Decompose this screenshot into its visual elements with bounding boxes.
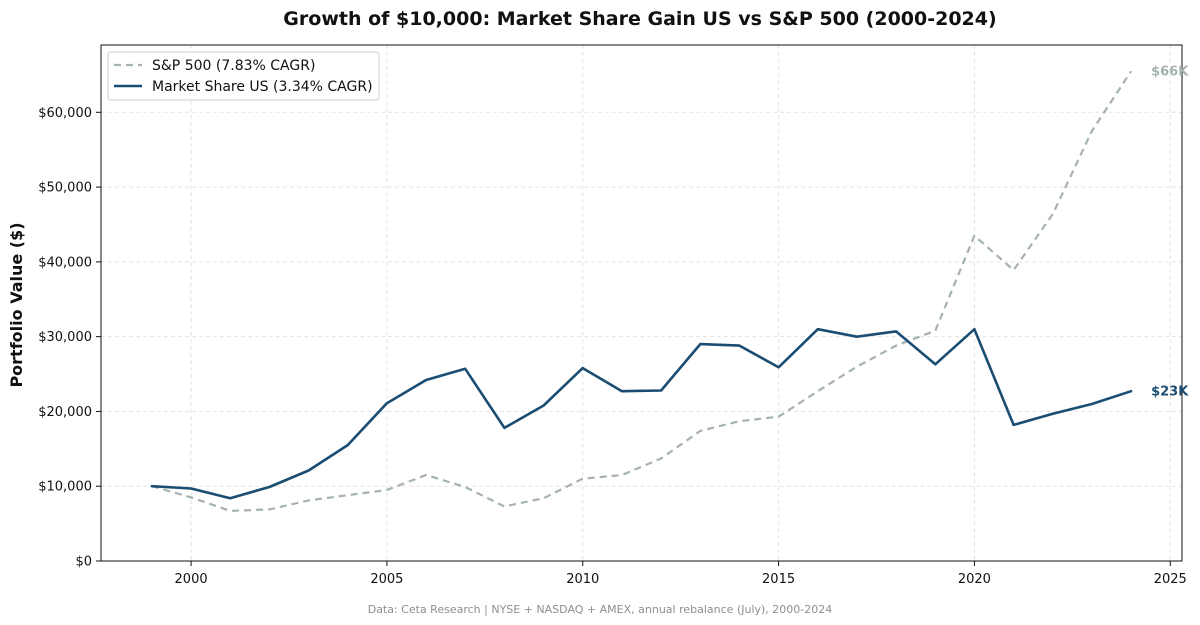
y-tick-label: $50,000 [38,181,92,196]
source-note: Data: Ceta Research | NYSE + NASDAQ + AM… [368,603,833,616]
end-labels: $66K $23K [1151,65,1189,400]
x-tick-label: 2005 [370,572,403,587]
y-tick-label: $20,000 [38,405,92,420]
end-label-sp500: $66K [1151,65,1189,80]
end-label-market-share-us: $23K [1151,385,1189,400]
x-tick-label: 2015 [762,572,795,587]
y-tick-label: $60,000 [38,106,92,121]
series-line-sp500 [151,70,1133,512]
x-tick-label: 2025 [1154,572,1187,587]
chart-title: Growth of $10,000: Market Share Gain US … [283,8,996,30]
legend-label-market-share: Market Share US (3.34% CAGR) [152,79,373,95]
axis-ticks: $0 $10,000 $20,000 $30,000 $40,000 $50,000 $60… [38,106,1187,587]
y-axis-label: Portfolio Value ($) [7,222,26,387]
plot-frame [100,44,1183,562]
legend: S&P 500 (7.83% CAGR) Market Share US (3.… [107,51,380,101]
x-tick-label: 2000 [175,572,208,587]
grid-lines [101,45,1182,561]
y-tick-label: $10,000 [38,480,92,495]
x-tick-label: 2020 [958,572,991,587]
legend-label-sp500: S&P 500 (7.83% CAGR) [152,58,315,74]
series-lines [150,70,1133,512]
y-tick-label: $30,000 [38,330,92,345]
x-tick-label: 2010 [566,572,599,587]
y-tick-label: $40,000 [38,255,92,270]
legend-box [107,51,380,101]
y-tick-label: $0 [75,555,92,570]
series-line-market-share-us [150,327,1133,500]
